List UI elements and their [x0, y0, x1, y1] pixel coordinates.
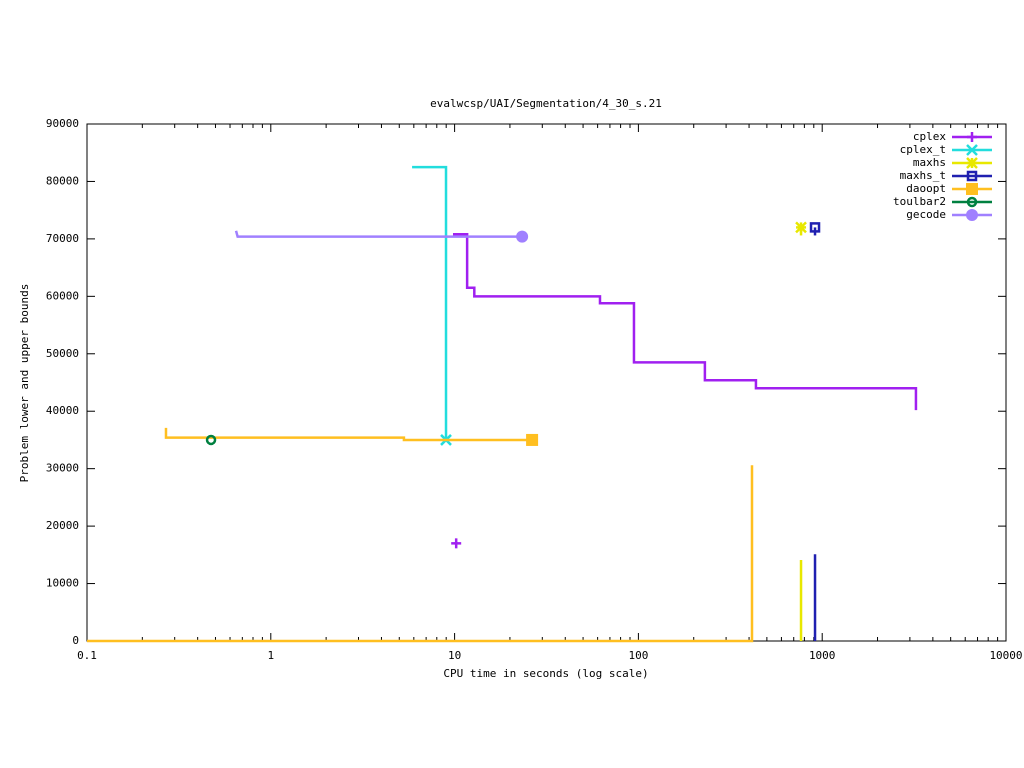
legend-label: cplex_t	[900, 143, 946, 156]
y-tick-label: 40000	[46, 404, 79, 417]
point-marker	[967, 132, 977, 142]
series-line	[452, 233, 918, 411]
chart-title: evalwcsp/UAI/Segmentation/4_30_s.21	[430, 97, 662, 110]
x-tick-label: 10	[448, 649, 461, 662]
x-tick-label: 1	[267, 649, 274, 662]
legend-label: toulbar2	[893, 195, 946, 208]
point-marker	[451, 538, 462, 549]
point-marker	[795, 221, 807, 234]
legend-label: maxhs	[913, 156, 946, 169]
legend-label: daoopt	[906, 182, 946, 195]
series-line	[412, 165, 448, 440]
point-marker	[205, 434, 217, 446]
series-line	[164, 427, 533, 442]
y-tick-label: 30000	[46, 462, 79, 475]
y-tick-label: 70000	[46, 232, 79, 245]
point-marker	[966, 157, 978, 169]
legend-label: maxhs_t	[900, 169, 946, 182]
y-tick-label: 10000	[46, 577, 79, 590]
marker-part	[809, 222, 821, 233]
y-axis-label: Problem lower and upper bounds	[18, 284, 31, 483]
point-marker	[809, 222, 821, 233]
y-tick-label: 80000	[46, 174, 79, 187]
x-axis-label: CPU time in seconds (log scale)	[443, 667, 648, 680]
y-tick-label: 0	[72, 634, 79, 647]
marker-part	[966, 157, 978, 169]
marker-part	[516, 230, 529, 243]
marker-part	[205, 434, 217, 446]
point-marker	[966, 170, 978, 182]
y-tick-label: 20000	[46, 519, 79, 532]
marker-part	[966, 196, 978, 208]
marker-part	[526, 433, 539, 446]
marker-part	[966, 183, 978, 195]
point-marker	[526, 433, 539, 446]
marker-part	[966, 209, 978, 221]
x-tick-label: 1000	[809, 649, 836, 662]
point-marker	[966, 209, 978, 221]
x-tick-label: 100	[628, 649, 648, 662]
series-line	[87, 465, 754, 643]
marker-part	[795, 221, 807, 234]
x-tick-label: 10000	[989, 649, 1022, 662]
point-marker	[966, 144, 978, 156]
y-tick-label: 50000	[46, 347, 79, 360]
marker-part	[966, 170, 978, 182]
x-tick-label: 0.1	[77, 649, 97, 662]
point-marker	[966, 183, 978, 195]
marker-part	[966, 144, 978, 156]
point-marker	[966, 196, 978, 208]
y-tick-label: 90000	[46, 117, 79, 130]
legend-label: cplex	[913, 130, 946, 143]
series-line	[234, 230, 523, 238]
legend-label: gecode	[906, 208, 946, 221]
y-tick-label: 60000	[46, 289, 79, 302]
plot-border	[86, 123, 1007, 642]
point-marker	[516, 230, 529, 243]
